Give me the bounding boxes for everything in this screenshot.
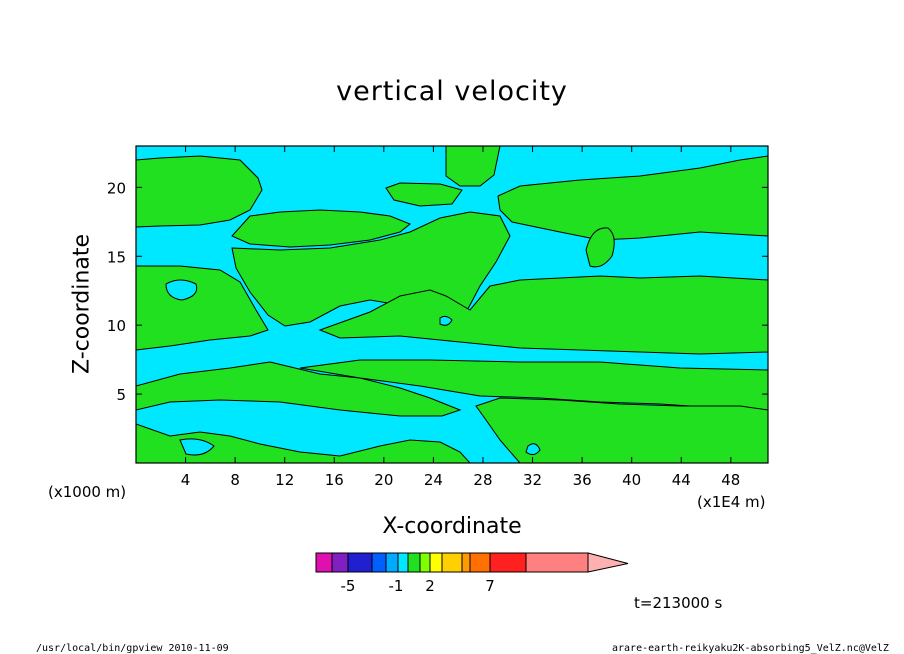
field-region-positive (318, 275, 768, 355)
colorbar-tick-label: -1 (389, 577, 404, 595)
x-tick-label: 40 (622, 471, 641, 489)
field-region-negative (179, 438, 215, 456)
field-region-positive (136, 361, 462, 417)
y-tick-label: 5 (116, 386, 126, 404)
colorbar-box (429, 552, 443, 573)
x-tick-label: 24 (424, 471, 443, 489)
colorbar-box (385, 552, 399, 573)
field-region-positive (585, 227, 615, 268)
field-region-positive (136, 155, 263, 228)
chart-title: vertical velocity (336, 76, 568, 107)
y-axis-label: Z-coordinate (69, 234, 95, 374)
colorbar-box (525, 552, 589, 573)
footer-right: arare-earth-reikyaku2K-absorbing5_VelZ.n… (612, 643, 889, 654)
x-tick-label: 36 (573, 471, 592, 489)
colorbar-arrow (587, 552, 629, 573)
field-region-positive (475, 397, 768, 463)
colorbar-box (331, 552, 349, 573)
field-region-positive (231, 209, 411, 248)
plot-frame (135, 145, 769, 464)
colorbar-tick-label: -5 (341, 577, 356, 595)
x-tick-label: 20 (374, 471, 393, 489)
contour-field (136, 146, 768, 463)
y-tick-label: 15 (107, 248, 126, 266)
field-region-positive (385, 182, 463, 207)
x-unit-label: (x1000 m) (48, 483, 127, 501)
x-tick-label: 32 (523, 471, 542, 489)
colorbar-box (461, 552, 471, 573)
field-region-positive (445, 146, 501, 187)
field-region-positive (497, 155, 768, 241)
x-tick-label: 28 (473, 471, 492, 489)
x-tick-label: 44 (672, 471, 691, 489)
x-scale-note: (x1E4 m) (697, 493, 766, 511)
field-region-negative (165, 279, 198, 301)
colorbar-box (371, 552, 387, 573)
field-region-negative (525, 443, 541, 456)
colorbar-box (315, 552, 333, 573)
colorbar-box (407, 552, 421, 573)
field-region-positive (136, 423, 471, 463)
y-axis: 5 10 15 20 (107, 179, 768, 404)
colorbar: -5 -1 2 7 (315, 552, 629, 595)
x-tick-label: 16 (325, 471, 344, 489)
y-tick-label: 10 (107, 317, 126, 335)
x-tick-label: 48 (721, 471, 740, 489)
x-tick-label: 12 (275, 471, 294, 489)
field-region-negative (439, 315, 453, 326)
x-axis-label-wrap: X-coordinate (0, 514, 904, 539)
colorbar-box (419, 552, 431, 573)
x-tick-label: 8 (230, 471, 240, 489)
colorbar-box (441, 552, 463, 573)
colorbar-box (489, 552, 527, 573)
colorbar-tick-label: 7 (485, 577, 495, 595)
x-tick-label: 4 (181, 471, 191, 489)
x-axis-label: X-coordinate (382, 514, 522, 539)
time-label: t=213000 s (634, 594, 723, 612)
x-axis: 4 8 12 16 20 24 28 32 36 40 44 48 (181, 146, 740, 489)
colorbar-tick-label: 2 (425, 577, 435, 595)
footer-left: /usr/local/bin/gpview 2010-11-09 (36, 643, 229, 654)
colorbar-box (469, 552, 491, 573)
colorbar-box (347, 552, 373, 573)
y-tick-label: 20 (107, 179, 126, 197)
colorbar-box (397, 552, 409, 573)
